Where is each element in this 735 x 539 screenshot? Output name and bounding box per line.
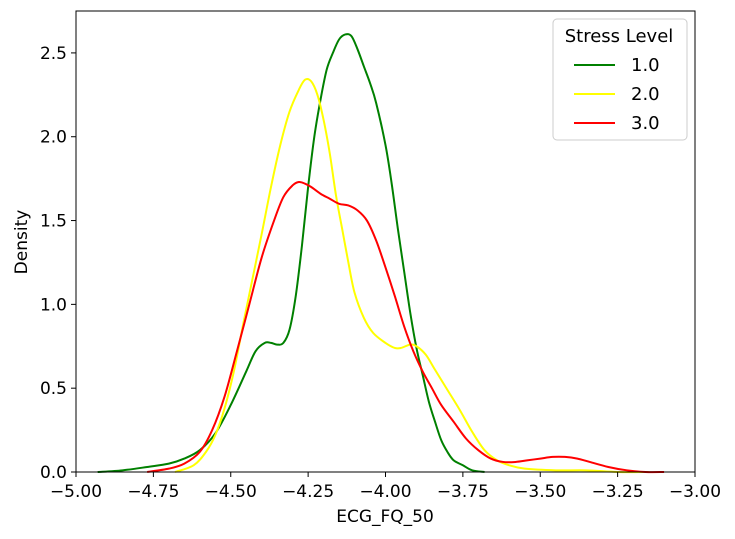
series-line-2.0 [174,77,649,474]
legend-label-1.0: 1.0 [631,55,660,76]
y-tick-label: 2.5 [40,44,67,64]
legend-box [552,18,688,141]
x-tick-label: −4.00 [359,482,411,502]
x-tick-label: −4.50 [205,482,257,502]
y-axis-ticks: 0.0 0.5 1.0 1.5 2.0 2.5 [40,44,76,483]
x-tick-label: −3.00 [669,482,721,502]
x-tick-label: −3.50 [514,482,566,502]
y-tick-label: 1.5 [40,212,67,232]
legend: Stress Level 1.0 2.0 3.0 [552,18,688,141]
legend-items: 1.0 2.0 3.0 [574,55,660,134]
x-tick-label: −5.00 [50,482,102,502]
series-layer [97,33,665,474]
legend-label-2.0: 2.0 [631,84,660,105]
x-axis-label: ECG_FQ_50 [336,507,434,527]
y-tick-label: 0.0 [40,463,67,483]
y-axis-label: Density [12,210,32,275]
y-tick-label: 2.0 [40,128,67,148]
x-tick-label: −3.25 [592,482,644,502]
x-tick-label: −4.75 [127,482,179,502]
legend-title: Stress Level [565,26,674,47]
y-tick-label: 1.0 [40,295,67,315]
series-line-1.0 [97,33,485,473]
y-tick-label: 0.5 [40,379,67,399]
x-tick-label: −4.25 [282,482,334,502]
series-line-3.0 [147,180,665,474]
x-tick-label: −3.75 [437,482,489,502]
legend-label-3.0: 3.0 [631,113,660,134]
x-axis-ticks: −5.00 −4.75 −4.50 −4.25 −4.00 −3.75 −3.50 −3.25… [50,472,721,502]
